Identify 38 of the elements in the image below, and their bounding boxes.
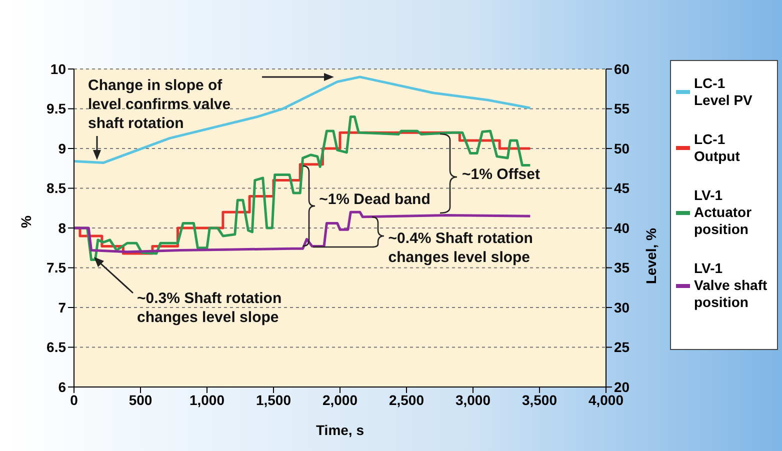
- y2-tick-label: 45: [614, 180, 630, 196]
- legend-label: LC-1 Output: [694, 131, 741, 165]
- y-tick-label: 8.5: [46, 180, 66, 196]
- y-tick-label: 7.5: [46, 260, 66, 276]
- x-tick-label: 2,000: [322, 392, 358, 408]
- x-axis-title: Time, s: [316, 422, 364, 438]
- x-tick-label: 0: [70, 392, 78, 408]
- y2-tick-label: 60: [614, 60, 630, 77]
- y2-tick-label: 35: [614, 260, 630, 276]
- annotation: ~1% Offset: [462, 164, 541, 184]
- legend-label: LC-1 Level PV: [694, 75, 754, 109]
- y-tick-label: 9.5: [46, 100, 66, 117]
- y-axis-title: %: [18, 215, 34, 228]
- y2-tick-label: 50: [614, 140, 630, 156]
- y2-tick-label: 40: [614, 220, 630, 236]
- y-tick-label: 6.5: [46, 339, 66, 356]
- x-tick-label: 1,500: [256, 392, 292, 408]
- y-tick-label: 7: [58, 299, 66, 316]
- x-tick-label: 1,000: [189, 392, 225, 408]
- y2-tick-label: 55: [614, 100, 630, 117]
- legend-label: LV-1 Valve shaft position: [694, 260, 768, 311]
- x-tick-label: 3,500: [522, 392, 558, 408]
- x-tick-label: 2,500: [388, 392, 424, 408]
- y2-tick-label: 30: [614, 299, 630, 316]
- annotation: ~0.3% Shaft rotation changes level slope: [137, 289, 283, 327]
- x-tick-label: 500: [128, 392, 152, 408]
- y2-axis-title: Level, %: [642, 227, 659, 284]
- legend-label: LV-1 Actuator position: [694, 187, 753, 238]
- annotation: ~0.4% Shaft rotation changes level slope: [388, 229, 534, 268]
- annotation: Change in slope of level confirms valve shaft rotation: [88, 76, 232, 133]
- line-series: [74, 76, 532, 164]
- y2-tick-label: 25: [614, 339, 630, 356]
- x-tick-label: 3,000: [455, 392, 491, 408]
- y-tick-label: 6: [58, 378, 66, 395]
- annotation: ~1% Dead band: [319, 190, 432, 210]
- y-tick-label: 10: [50, 60, 66, 77]
- y-tick-label: 8: [58, 220, 66, 236]
- y-tick-label: 9: [58, 140, 66, 156]
